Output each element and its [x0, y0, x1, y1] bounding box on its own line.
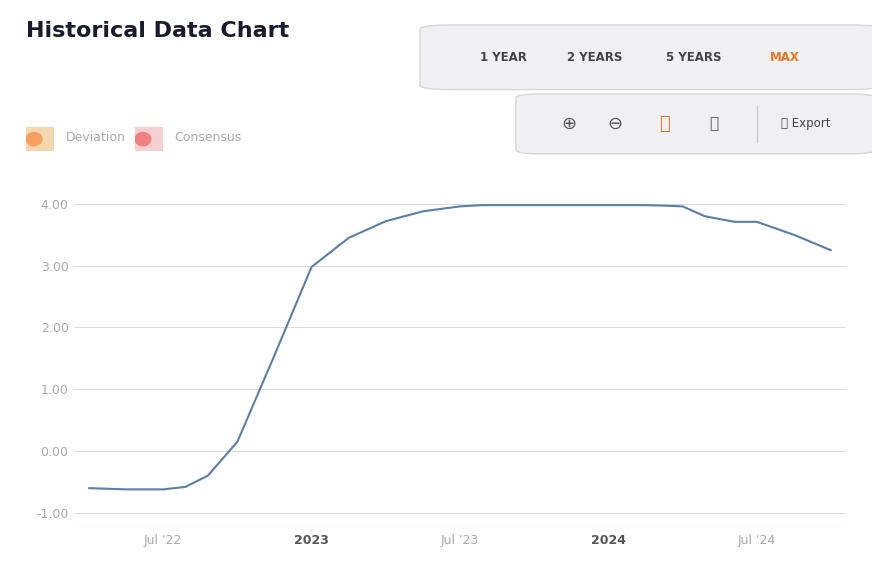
Text: 2 YEARS: 2 YEARS	[567, 50, 623, 64]
Text: 5 YEARS: 5 YEARS	[666, 50, 721, 64]
Text: 1 YEAR: 1 YEAR	[480, 50, 527, 64]
Text: Historical Data Chart: Historical Data Chart	[26, 21, 290, 41]
Circle shape	[26, 133, 42, 146]
Text: Deviation: Deviation	[65, 131, 126, 144]
Text: MAX: MAX	[770, 50, 800, 64]
Text: ⊖: ⊖	[608, 115, 623, 133]
FancyBboxPatch shape	[21, 127, 59, 151]
Text: ⊕: ⊕	[561, 115, 576, 133]
FancyBboxPatch shape	[420, 25, 872, 90]
FancyBboxPatch shape	[516, 94, 872, 154]
FancyBboxPatch shape	[130, 127, 168, 151]
Text: ⌕: ⌕	[659, 115, 670, 133]
Text: ✋: ✋	[710, 116, 719, 131]
Text: ⤓ Export: ⤓ Export	[780, 117, 830, 130]
Circle shape	[135, 133, 151, 146]
Text: Consensus: Consensus	[174, 131, 242, 144]
